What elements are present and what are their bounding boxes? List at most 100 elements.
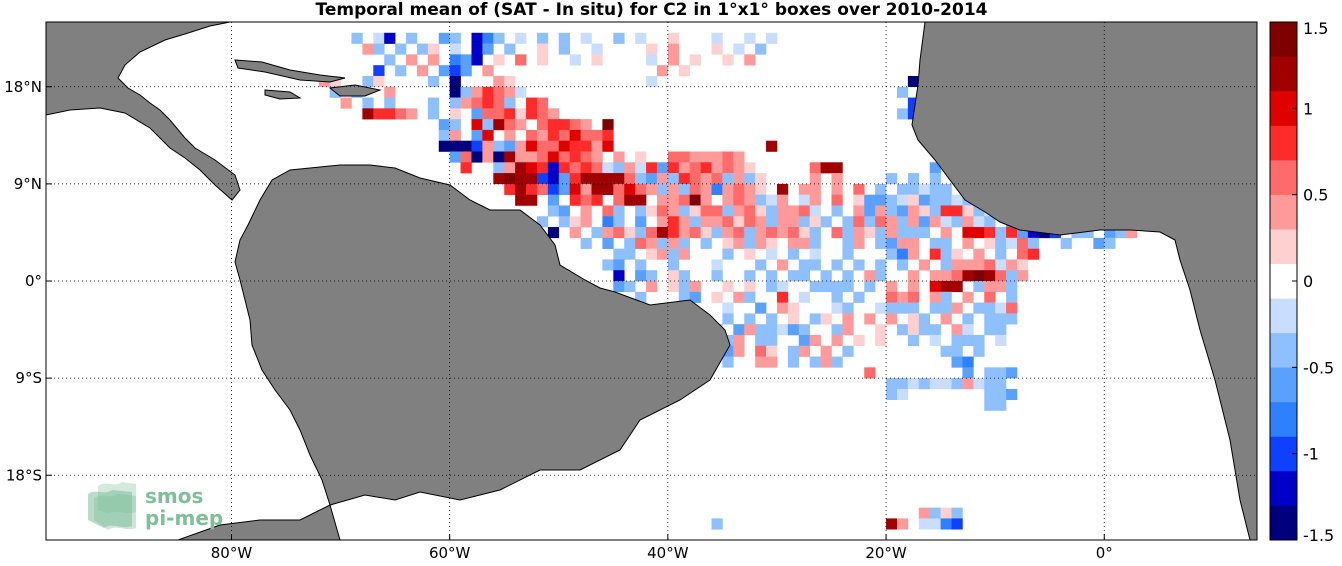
data-cell [995,237,1007,249]
data-cell [678,173,690,185]
data-cell [918,313,930,325]
data-cell [711,291,723,303]
data-cell [613,183,625,195]
data-cell [667,270,680,282]
data-cell [798,237,810,249]
data-cell [755,194,767,206]
data-cell [526,108,538,120]
data-cell [896,205,909,217]
data-cell [907,227,920,239]
data-cell [711,32,723,44]
data-cell [787,237,800,249]
data-cell [798,205,810,217]
data-cell [886,378,898,390]
data-cell [536,140,549,152]
data-cell [449,86,461,98]
data-cell [820,270,832,282]
data-cell [984,324,996,336]
data-cell [591,43,603,55]
data-cell [798,194,810,206]
data-cell [711,259,723,271]
map-area[interactable] [46,22,1257,540]
data-cell [493,54,505,66]
data-cell [580,119,592,131]
data-cell [526,140,538,152]
data-cell [1104,237,1116,249]
data-cell [929,281,941,293]
data-cell [722,313,734,325]
data-cell [656,248,669,260]
logo-text-pimep: pi-mep [145,506,223,530]
data-cell [755,259,767,271]
colorbar-swatch [1270,194,1297,230]
data-cell [973,345,985,357]
data-cell [678,183,690,195]
data-cell [558,43,570,55]
data-cell [504,140,516,152]
data-cell [940,216,952,228]
data-cell [875,334,887,347]
data-cell [766,281,778,293]
data-cell [918,216,930,228]
data-cell [864,216,876,228]
data-cell [853,205,865,217]
data-cell [558,151,570,163]
data-cell [449,32,461,44]
data-cell [766,216,778,228]
data-cell [907,302,920,314]
data-cell [613,248,625,260]
data-cell [656,216,669,228]
land-caribbean-island-1 [234,59,346,83]
data-cell [362,43,374,55]
data-cell [1027,237,1040,249]
data-cell [755,237,767,249]
data-cell [700,227,712,239]
data-cell [907,75,920,88]
data-cell [646,227,658,239]
data-cell [646,281,658,293]
data-cell [558,216,570,228]
data-cell [766,237,778,249]
data-cell [929,507,941,519]
data-cell [482,151,494,163]
y-tick-label: 9°N [14,175,42,193]
data-cell [711,270,723,282]
data-cell [635,173,647,185]
data-cell [569,227,581,239]
data-cell [689,54,701,66]
anomaly-cells [318,32,1160,530]
data-cell [635,205,647,217]
data-cell [722,356,734,368]
colorbar-swatch [1270,505,1297,541]
data-cell [842,270,854,282]
data-cell [700,205,712,217]
data-cell [504,119,516,131]
data-cell [547,183,560,195]
data-cell [482,108,494,120]
data-cell [864,313,876,325]
colorbar[interactable]: 1.5 1 0.5 0 -0.5 -1 -1.5 [1269,19,1334,545]
data-cell [591,194,603,206]
data-cell [711,183,723,195]
data-cell [776,227,789,239]
data-cell [995,378,1007,390]
data-cell [656,227,669,239]
data-cell [711,151,723,163]
data-cell [1126,227,1138,239]
data-cell [351,32,363,44]
data-cell [624,248,636,260]
data-cell [656,237,669,249]
data-cell [875,302,887,314]
data-cell [515,32,527,44]
data-cell [733,162,745,174]
y-axis-ticks: 18°N 9°N 0° 9°S 18°S [4,78,52,484]
data-cell [722,216,734,228]
data-cell [831,194,843,206]
data-cell [809,194,821,206]
x-tick-label: 40°W [647,544,689,562]
data-cell [471,32,483,44]
data-cell [940,518,952,530]
data-cell [526,97,538,109]
data-cell [373,43,385,55]
data-cell [744,324,756,336]
